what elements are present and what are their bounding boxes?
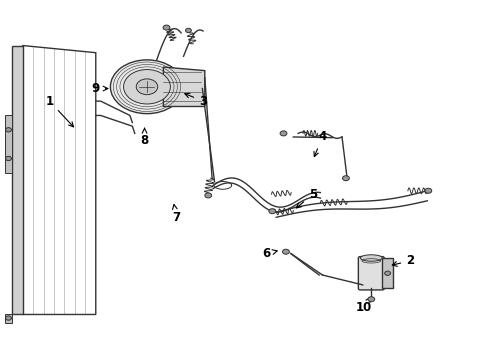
Circle shape — [384, 271, 390, 275]
Circle shape — [123, 69, 170, 104]
FancyBboxPatch shape — [358, 257, 384, 290]
Circle shape — [268, 209, 275, 214]
Polygon shape — [12, 45, 22, 315]
Circle shape — [204, 193, 211, 198]
Text: 9: 9 — [91, 82, 108, 95]
Text: 1: 1 — [45, 95, 73, 127]
Text: 2: 2 — [391, 254, 413, 267]
Polygon shape — [382, 258, 392, 288]
Circle shape — [110, 60, 183, 114]
Circle shape — [280, 131, 286, 136]
Text: 8: 8 — [140, 128, 148, 147]
Circle shape — [342, 176, 348, 181]
Ellipse shape — [360, 255, 382, 261]
Circle shape — [5, 128, 11, 132]
Circle shape — [424, 188, 431, 193]
Circle shape — [5, 316, 11, 320]
Text: 4: 4 — [313, 130, 326, 157]
Text: 3: 3 — [184, 93, 207, 108]
Text: 7: 7 — [172, 204, 180, 224]
Text: 10: 10 — [355, 297, 371, 314]
Polygon shape — [5, 315, 12, 323]
Circle shape — [163, 25, 169, 30]
Text: 5: 5 — [296, 188, 316, 208]
Circle shape — [185, 28, 191, 33]
Circle shape — [282, 249, 289, 254]
Circle shape — [136, 79, 158, 95]
Text: 6: 6 — [262, 247, 277, 260]
Circle shape — [367, 297, 374, 302]
Polygon shape — [5, 116, 12, 173]
Circle shape — [5, 156, 11, 161]
Polygon shape — [163, 67, 204, 107]
